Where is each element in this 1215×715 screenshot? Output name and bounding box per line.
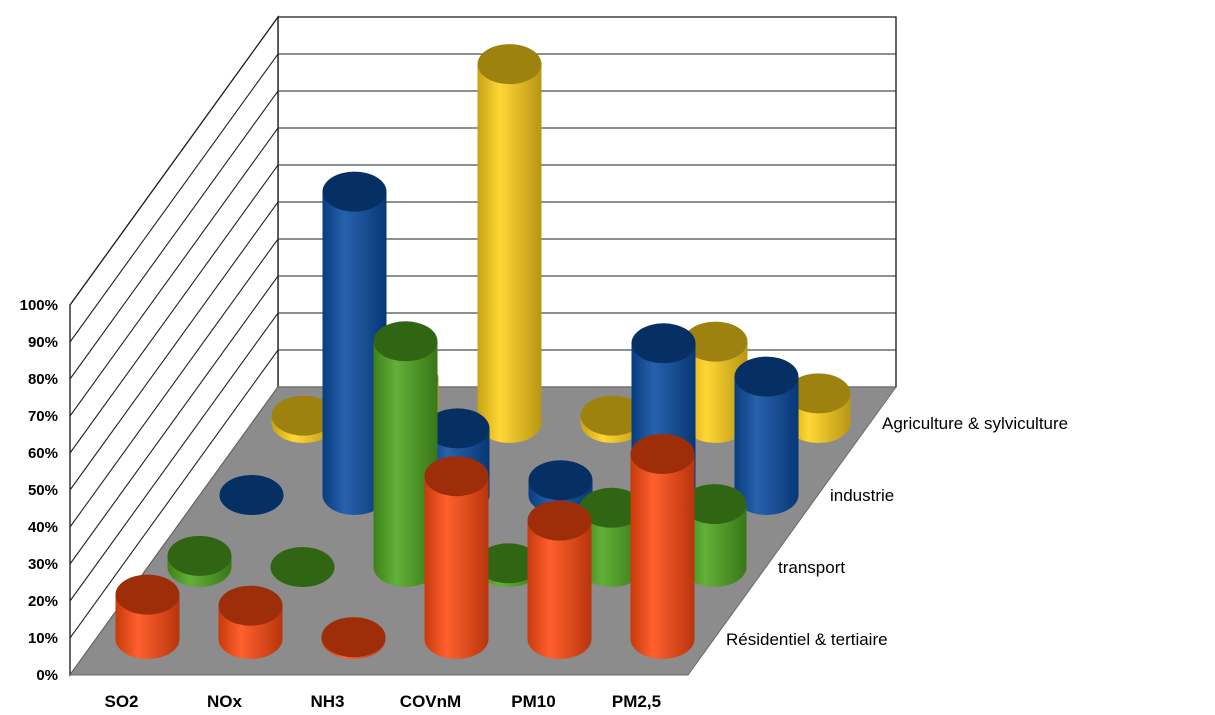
bar-top (270, 547, 335, 587)
bar-body (424, 476, 489, 659)
bar (579, 487, 644, 587)
bar-top (425, 408, 490, 449)
gridline (69, 312, 896, 602)
y-tick-label: 80% (28, 371, 58, 388)
bar (270, 547, 335, 587)
bar-top (631, 323, 696, 364)
bar-body (682, 504, 747, 587)
category-label: COVnM (400, 692, 461, 711)
y-tick-label: 60% (28, 445, 58, 462)
chart-bars (115, 44, 851, 659)
category-label: PM2,5 (612, 692, 661, 711)
bar (219, 475, 284, 515)
x-axis-category-labels: SO2 NOx NH3 COVnM PM10 PM2,5 (104, 692, 661, 711)
y-axis-tick-labels: 0% 10% 20% 30% 40% 50% 60% 70% 80% 90% 100% (20, 297, 58, 684)
bar (321, 617, 386, 659)
bar-top (373, 321, 438, 362)
y-tick-label: 50% (28, 482, 58, 499)
bar-body (527, 520, 592, 659)
bar (527, 500, 592, 659)
series-label: industrie (830, 486, 894, 505)
bar (580, 395, 645, 443)
bar-top (219, 475, 284, 515)
bar-top (167, 535, 232, 576)
bar (786, 373, 851, 443)
gridline (69, 16, 896, 306)
bar (115, 574, 180, 659)
gridline (69, 127, 896, 417)
category-label: NH3 (310, 692, 344, 711)
bar-top (527, 500, 592, 541)
bar (167, 535, 232, 587)
gridline (69, 238, 896, 528)
bar-body (734, 376, 799, 515)
bar-body (322, 191, 387, 515)
bar-top (476, 543, 541, 584)
bar-top (115, 574, 180, 615)
category-label: SO2 (104, 692, 138, 711)
y-tick-label: 100% (20, 297, 58, 314)
bar (476, 543, 541, 587)
bar (683, 321, 748, 443)
gridline (69, 53, 896, 343)
bar (373, 321, 438, 587)
category-label: NOx (207, 692, 243, 711)
bar (424, 456, 489, 659)
y-tick-label: 0% (36, 667, 58, 684)
gridline (69, 90, 896, 380)
bar-top (424, 456, 489, 497)
bar-top (682, 484, 747, 525)
y-tick-label: 20% (28, 593, 58, 610)
bar (477, 44, 542, 443)
bar-top (322, 171, 387, 212)
bar-top (630, 434, 695, 474)
bar-top (528, 460, 593, 501)
category-label: PM10 (511, 692, 555, 711)
gridline (69, 275, 896, 565)
series-label: transport (778, 558, 845, 577)
bar (271, 395, 336, 443)
y-tick-label: 90% (28, 334, 58, 351)
bar-top (271, 395, 336, 436)
bar-body (683, 341, 748, 443)
bar-body (579, 507, 644, 587)
bar-top (579, 487, 644, 528)
y-tick-label: 30% (28, 556, 58, 573)
bar-top (321, 617, 386, 658)
bar-top (734, 356, 799, 397)
bar (218, 585, 283, 659)
bar-top (786, 373, 851, 414)
bar (630, 434, 695, 659)
bar (682, 484, 747, 587)
series-label: Résidentiel & tertiaire (726, 630, 888, 649)
y-tick-label: 10% (28, 630, 58, 647)
gridline (69, 164, 896, 454)
depth-axis-series-labels: Résidentiel & tertiaire transport industri… (726, 414, 1068, 649)
bar-top (477, 44, 542, 85)
bar-top (218, 585, 283, 626)
series-label: Agriculture & sylviculture (882, 414, 1068, 433)
y-tick-label: 40% (28, 519, 58, 536)
bar (734, 356, 799, 515)
bar-body (630, 454, 695, 659)
bar-top (580, 395, 645, 436)
y-tick-label: 70% (28, 408, 58, 425)
bar (322, 171, 387, 515)
gridline (69, 201, 896, 491)
bar-top (683, 321, 748, 362)
bar-body (373, 341, 438, 587)
bar-body (477, 64, 542, 443)
